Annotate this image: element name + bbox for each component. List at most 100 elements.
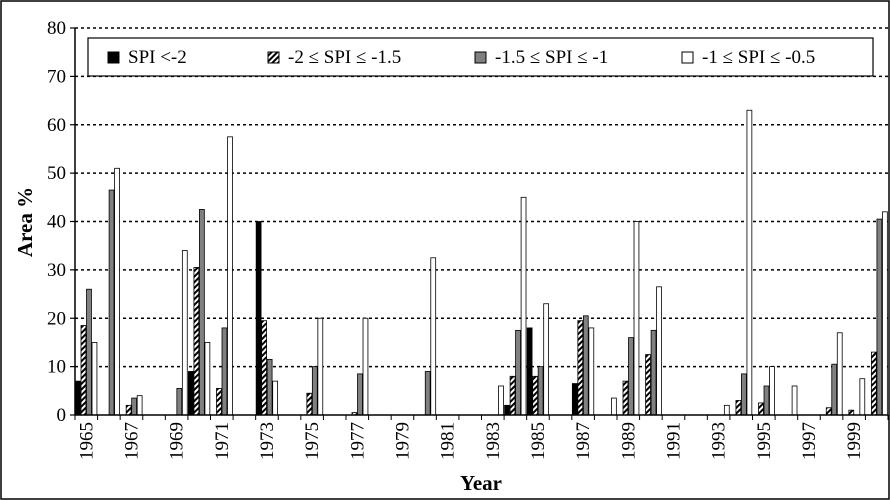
x-tick-label: 1979 bbox=[392, 422, 413, 460]
bar-white bbox=[859, 378, 866, 416]
bar-solid-gray bbox=[515, 329, 521, 416]
bar-white bbox=[588, 327, 595, 416]
bar-hatched bbox=[80, 325, 87, 416]
legend-label: SPI <-2 bbox=[128, 47, 187, 68]
legend-label: -2 ≤ SPI ≤ -1.5 bbox=[288, 47, 401, 68]
bar-solid-black bbox=[188, 371, 194, 416]
bar-hatched bbox=[825, 407, 832, 416]
bar-white bbox=[746, 109, 753, 416]
bar-solid-gray bbox=[131, 397, 137, 416]
bar-solid-gray bbox=[741, 373, 747, 416]
x-tick-label: 1973 bbox=[257, 422, 278, 460]
bar-white bbox=[791, 385, 798, 416]
bar-white bbox=[520, 196, 527, 416]
bar-hatched bbox=[577, 320, 584, 416]
bar-white bbox=[498, 385, 504, 416]
x-tick-label: 1991 bbox=[663, 422, 684, 460]
bar-hatched bbox=[758, 402, 764, 416]
x-tick-label: 1975 bbox=[302, 422, 323, 460]
x-tick-label: 1997 bbox=[799, 422, 820, 460]
x-axis-title: Year bbox=[460, 471, 502, 495]
x-tick-label: 1993 bbox=[709, 422, 730, 460]
bar-solid-black bbox=[526, 327, 533, 416]
bar-solid-gray bbox=[357, 373, 363, 416]
bar-hatched bbox=[125, 404, 132, 416]
bar-solid-gray bbox=[108, 189, 115, 416]
bar-hatched bbox=[509, 375, 516, 416]
x-tick-label: 1977 bbox=[347, 422, 368, 460]
bar-solid-black bbox=[75, 380, 81, 416]
bar-solid-gray bbox=[537, 366, 544, 416]
y-tick-label: 80 bbox=[47, 18, 66, 39]
bar-hatched bbox=[532, 375, 538, 416]
bar-white bbox=[227, 136, 233, 416]
bar-white bbox=[362, 317, 369, 416]
bar-hatched bbox=[216, 387, 222, 416]
y-tick-label: 70 bbox=[47, 66, 66, 87]
bar-solid-gray bbox=[650, 329, 657, 416]
bar-hatched bbox=[622, 380, 629, 416]
bar-hatched bbox=[645, 354, 651, 416]
x-tick-label: 1987 bbox=[573, 422, 594, 460]
x-axis-ticks: 1965 1967 1969 1971 1973 1975 1977 1979 1981 1983… bbox=[74, 415, 889, 460]
x-tick-label: 1969 bbox=[167, 422, 188, 460]
legend-swatch-hatched bbox=[267, 51, 280, 64]
bar-white bbox=[656, 286, 662, 416]
bar-solid-gray bbox=[311, 366, 318, 416]
bar-white bbox=[769, 366, 775, 416]
bar-white bbox=[723, 404, 730, 416]
bar-solid-gray bbox=[876, 218, 883, 416]
y-tick-label: 60 bbox=[47, 115, 66, 136]
x-tick-label: 1999 bbox=[844, 422, 865, 460]
bar-white bbox=[882, 211, 888, 416]
bar-white bbox=[181, 250, 188, 416]
bar-white bbox=[136, 395, 143, 416]
bar-white bbox=[633, 221, 640, 416]
x-tick-label: 1989 bbox=[618, 422, 639, 460]
bar-hatched bbox=[871, 351, 877, 416]
x-tick-label: 1971 bbox=[212, 422, 233, 460]
bar-solid-gray bbox=[628, 337, 634, 416]
y-axis-title: Area % bbox=[13, 187, 37, 257]
x-tick-label: 1967 bbox=[121, 422, 142, 460]
legend: SPI <-2 -2 ≤ SPI ≤ -1.5 -1.5 ≤ SPI ≤ -1 -1 … bbox=[87, 37, 874, 77]
y-tick-label: 50 bbox=[47, 163, 66, 184]
x-tick-label: 1995 bbox=[754, 422, 775, 460]
x-tick-label: 1981 bbox=[438, 422, 459, 460]
y-tick-label: 40 bbox=[47, 212, 66, 233]
bar-white bbox=[114, 167, 120, 416]
bar-solid-black bbox=[255, 221, 262, 416]
bar-solid-gray bbox=[176, 387, 183, 416]
bar-solid-gray bbox=[221, 327, 228, 416]
bar-solid-gray bbox=[763, 385, 770, 416]
legend-label: -1.5 ≤ SPI ≤ -1 bbox=[495, 47, 608, 68]
bar-solid-black bbox=[504, 404, 510, 416]
bar-white bbox=[836, 332, 843, 416]
bar-solid-black bbox=[571, 383, 578, 416]
y-tick-label: 20 bbox=[47, 308, 66, 329]
legend-swatch-solid-black bbox=[107, 51, 120, 64]
bar-solid-gray bbox=[424, 371, 431, 416]
x-tick-label: 1983 bbox=[483, 422, 504, 460]
y-tick-label: 10 bbox=[47, 357, 66, 378]
bar-hatched bbox=[735, 400, 742, 416]
x-tick-label: 1985 bbox=[528, 422, 549, 460]
y-axis-ticks: 0 10 20 30 40 50 60 70 80 bbox=[47, 18, 75, 426]
bar-white bbox=[204, 342, 211, 416]
y-tick-label: 30 bbox=[47, 260, 66, 281]
bar-white bbox=[272, 380, 278, 416]
bar-solid-gray bbox=[831, 363, 838, 416]
x-tick-label: 1965 bbox=[76, 422, 97, 460]
bar-solid-gray bbox=[266, 358, 273, 416]
bar-hatched bbox=[261, 320, 267, 416]
legend-label: -1 ≤ SPI ≤ -0.5 bbox=[702, 47, 815, 68]
bar-white bbox=[543, 303, 549, 416]
bar-white bbox=[317, 317, 324, 416]
bar-white bbox=[91, 342, 98, 416]
bar-white bbox=[611, 397, 617, 416]
bar-solid-gray bbox=[199, 209, 205, 416]
y-tick-label: 0 bbox=[57, 405, 67, 426]
bar-solid-gray bbox=[86, 288, 92, 416]
